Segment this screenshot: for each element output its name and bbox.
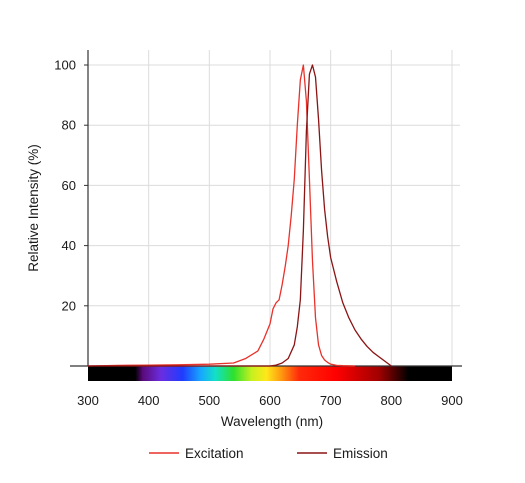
x-tick-label: 600 [259, 393, 281, 408]
y-axis-title: Relative Intensity (%) [26, 144, 41, 272]
x-tick-label: 800 [380, 393, 402, 408]
y-tick-label: 100 [54, 58, 76, 73]
emission-legend-label: Emission [333, 446, 388, 461]
series-lines [87, 64, 392, 367]
x-axis-title: Wavelength (nm) [221, 414, 323, 429]
axes [70, 50, 462, 367]
x-tick-label: 500 [198, 393, 220, 408]
x-tick-label: 400 [138, 393, 160, 408]
emission-line [88, 64, 392, 367]
x-tick-label: 300 [77, 393, 99, 408]
y-tick-label: 40 [62, 238, 76, 253]
legend: Excitation Emission [149, 446, 388, 461]
x-tick-label: 700 [320, 393, 342, 408]
y-tick-label: 80 [62, 118, 76, 133]
excitation-legend-label: Excitation [185, 446, 244, 461]
excitation-line [87, 64, 355, 367]
visible-spectrum-bar [88, 366, 452, 381]
x-tick-label: 900 [441, 393, 463, 408]
tick-labels: 20 40 60 80 100 300 400 500 600 700 800 900 [54, 58, 463, 409]
grid-lines [88, 50, 460, 366]
y-tick-label: 60 [62, 178, 76, 193]
y-tick-label: 20 [62, 298, 76, 313]
